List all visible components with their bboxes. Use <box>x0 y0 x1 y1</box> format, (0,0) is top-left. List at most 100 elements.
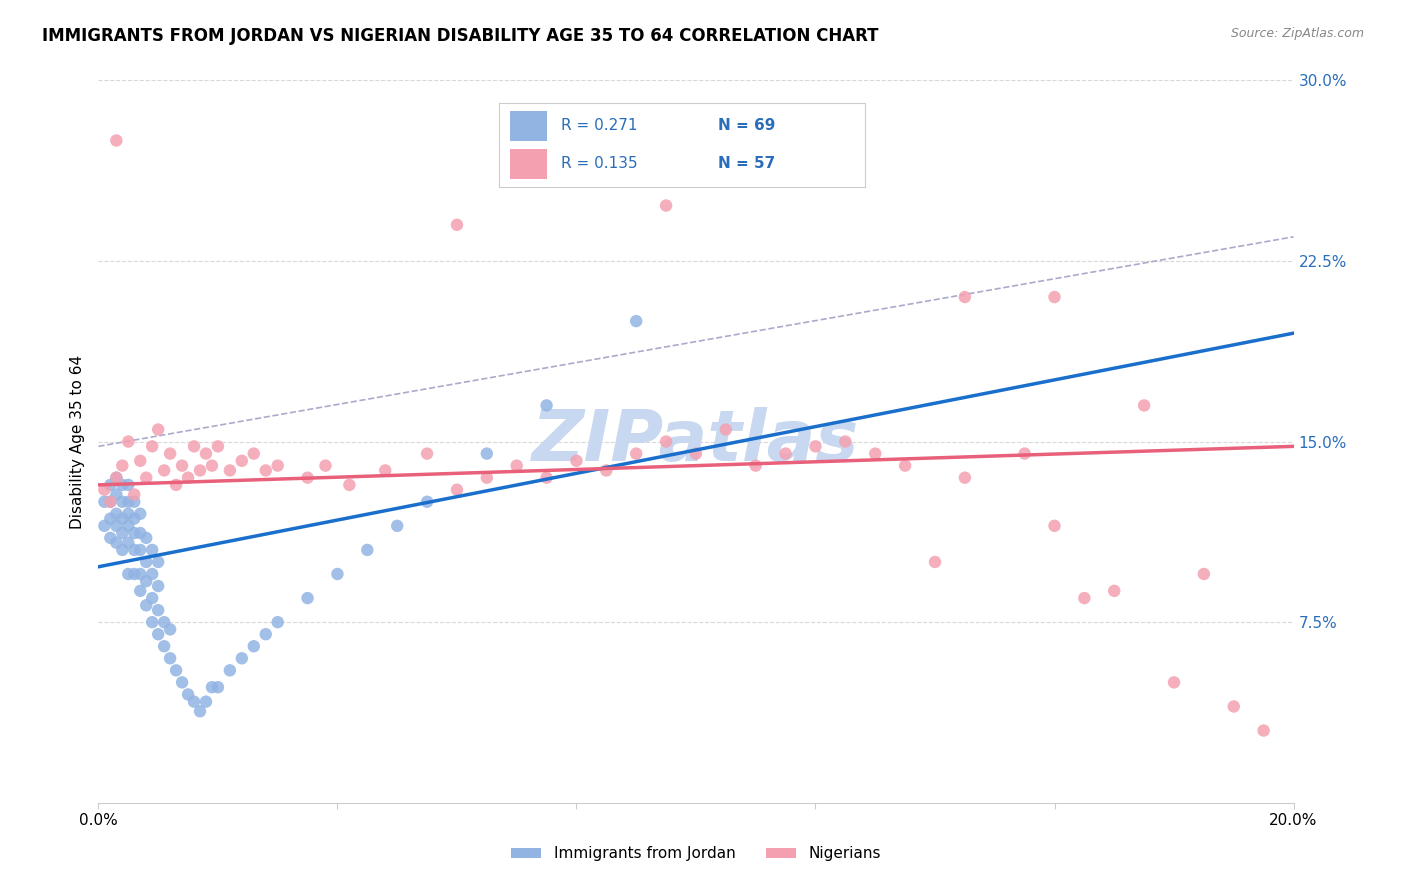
Point <box>111 478 134 492</box>
Point <box>177 687 200 701</box>
Point <box>135 531 157 545</box>
Point <box>159 623 181 637</box>
Point <box>267 458 290 473</box>
Point <box>111 458 134 473</box>
Point <box>254 627 277 641</box>
Point <box>595 463 617 477</box>
Point <box>475 446 498 460</box>
Point <box>219 664 242 678</box>
Point <box>297 591 319 605</box>
Point <box>953 290 976 304</box>
Point <box>105 507 128 521</box>
Point <box>374 463 396 477</box>
Point <box>183 439 205 453</box>
Point <box>243 446 266 460</box>
Point <box>117 518 139 533</box>
Point <box>98 511 122 525</box>
Point <box>536 470 558 484</box>
Point <box>201 680 224 694</box>
Text: ZIPatlas: ZIPatlas <box>533 407 859 476</box>
Point <box>148 579 170 593</box>
Point <box>385 518 409 533</box>
Point <box>1253 723 1275 738</box>
Point <box>536 398 558 412</box>
FancyBboxPatch shape <box>510 149 547 178</box>
Point <box>105 470 128 484</box>
Point <box>655 198 678 212</box>
Point <box>129 567 152 582</box>
Point <box>207 680 229 694</box>
Point <box>165 478 187 492</box>
Point <box>153 615 176 630</box>
Point <box>231 651 253 665</box>
Point <box>446 218 468 232</box>
Point <box>297 470 319 484</box>
Point <box>105 470 128 484</box>
Point <box>446 483 468 497</box>
Point <box>775 446 797 460</box>
Point <box>254 463 277 477</box>
Point <box>416 446 439 460</box>
Point <box>148 422 170 436</box>
Point <box>267 615 290 630</box>
Point <box>98 494 122 508</box>
Point <box>124 487 146 501</box>
Point <box>111 511 134 525</box>
Point <box>894 458 917 473</box>
Point <box>231 454 253 468</box>
Point <box>356 542 378 557</box>
Point <box>745 458 768 473</box>
Point <box>183 695 205 709</box>
Point <box>141 615 163 630</box>
FancyBboxPatch shape <box>510 112 547 141</box>
Text: Source: ZipAtlas.com: Source: ZipAtlas.com <box>1230 27 1364 40</box>
Point <box>416 494 439 508</box>
Point <box>135 599 157 613</box>
Point <box>1043 518 1066 533</box>
Point <box>93 518 115 533</box>
Point <box>117 567 139 582</box>
Point <box>188 463 211 477</box>
Point <box>243 639 266 653</box>
Point <box>117 535 139 549</box>
Text: IMMIGRANTS FROM JORDAN VS NIGERIAN DISABILITY AGE 35 TO 64 CORRELATION CHART: IMMIGRANTS FROM JORDAN VS NIGERIAN DISAB… <box>42 27 879 45</box>
Point <box>111 494 134 508</box>
Point <box>129 454 152 468</box>
Point <box>655 434 678 449</box>
Point <box>135 555 157 569</box>
Point <box>188 704 211 718</box>
Point <box>714 422 737 436</box>
Point <box>1104 583 1126 598</box>
Point <box>165 664 187 678</box>
Point <box>105 487 128 501</box>
Point <box>339 478 361 492</box>
Point <box>195 446 218 460</box>
Point <box>565 454 588 468</box>
Point <box>93 483 115 497</box>
Point <box>135 574 157 589</box>
Point <box>135 470 157 484</box>
Point <box>1192 567 1215 582</box>
Legend: Immigrants from Jordan, Nigerians: Immigrants from Jordan, Nigerians <box>505 840 887 867</box>
Point <box>172 458 194 473</box>
Point <box>141 567 163 582</box>
Point <box>219 463 242 477</box>
Point <box>804 439 827 453</box>
Point <box>117 478 139 492</box>
Point <box>105 518 128 533</box>
Point <box>172 675 194 690</box>
Point <box>124 511 146 525</box>
Point <box>98 531 122 545</box>
Point <box>105 133 128 147</box>
Point <box>953 470 976 484</box>
Point <box>626 314 648 328</box>
Point <box>148 627 170 641</box>
Text: N = 57: N = 57 <box>718 156 776 171</box>
Point <box>626 446 648 460</box>
Point <box>98 478 122 492</box>
Point <box>195 695 218 709</box>
Point <box>326 567 349 582</box>
Point <box>111 542 134 557</box>
Point <box>124 526 146 541</box>
Point <box>207 439 229 453</box>
